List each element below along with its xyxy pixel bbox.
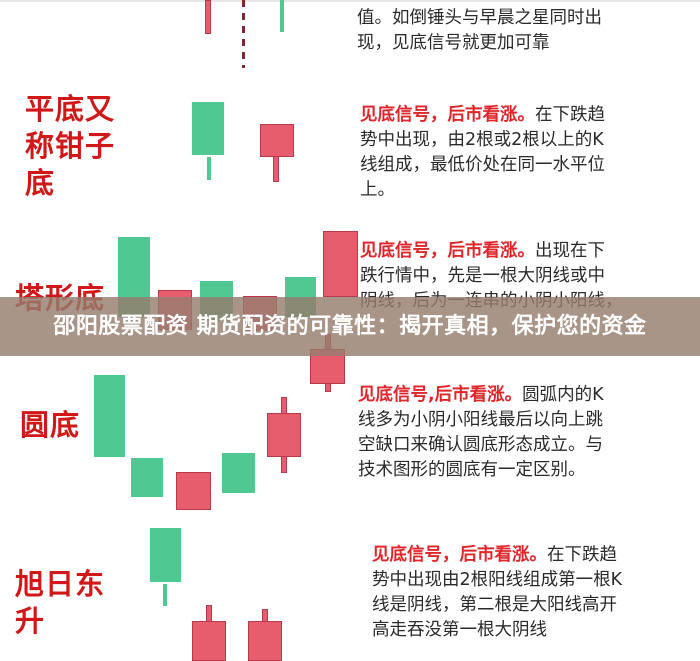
candle-green-body: [150, 528, 181, 582]
label-line: 升: [15, 604, 46, 638]
section-description: 见底信号，后市看涨。在下跌趋 势中出现，由2根或2根以上的K 线组成，最低价处在…: [360, 103, 650, 203]
candle-red-body: [260, 124, 294, 157]
candle-red-wick: [273, 156, 279, 182]
candle-red-body: [248, 621, 282, 661]
description-line: 线是阴线，第二根是大阳线高开: [372, 595, 617, 615]
pattern-label-flat-bottom: 平底又 称钳子 底: [25, 91, 115, 202]
description-line: 见底信号,后市看涨。圆弧内的K: [358, 383, 648, 408]
section-description: 见底信号，后市看涨。在下跌趋 势中出现由2根阳线组成第一根K 线是阴线，第二根是…: [372, 543, 672, 643]
label-line: 称钳子: [25, 129, 116, 163]
candle-red-wick: [205, 0, 211, 34]
description-line: 值。如倒锤头与早晨之星同时出: [357, 8, 602, 28]
candle-red-body: [176, 472, 211, 510]
description-line: 势中出现，由2根或2根以上的K: [360, 130, 604, 150]
description-line: 线多为小阴小阳线最后以向上跳: [358, 410, 603, 430]
label-line: 圆底: [20, 408, 81, 442]
signal-highlight: 见底信号，后市看涨。: [360, 105, 535, 125]
title-banner: 邵阳股票配资 期货配资的可靠性：揭开真相，保护您的资金: [0, 297, 700, 356]
dashed-divider: [242, 0, 245, 68]
candle-green-body: [192, 102, 224, 155]
description-line: 上。: [360, 180, 395, 200]
description-line: 见底信号，后市看涨。在下跌趋: [372, 543, 672, 568]
candle-green-wick: [163, 584, 167, 606]
pattern-label-rising-sun: 旭日东 升: [15, 566, 105, 640]
section-description: 值。如倒锤头与早晨之星同时出 现，见底信号就更加可靠: [357, 6, 647, 56]
description-line: 跌行情中，先是一根大阴线或中: [360, 266, 605, 286]
description-line: 高走吞没第一根大阴线: [372, 620, 547, 640]
candle-green-body: [94, 375, 125, 457]
candle-green-body: [222, 453, 255, 493]
signal-highlight: 见底信号,后市看涨。: [358, 385, 523, 405]
description-line: 技术图形的圆底有一定区别。: [358, 460, 586, 480]
description-text: 在下跌趋: [547, 545, 617, 565]
label-line: 平底又: [25, 92, 116, 126]
description-text: 在下跌趋: [535, 105, 605, 125]
candle-green-wick: [207, 157, 211, 180]
top-border: [0, 0, 700, 2]
section-description: 见底信号,后市看涨。圆弧内的K 线多为小阴小阳线最后以向上跳 空缺口来确认圆底形…: [358, 383, 648, 483]
description-text: 出现在下: [535, 241, 605, 261]
description-line: 势中出现由2根阳线组成第一根K: [372, 570, 623, 590]
signal-highlight: 见底信号，后市看涨。: [372, 545, 547, 565]
candle-red-body: [323, 231, 358, 297]
description-text: 圆弧内的K: [522, 385, 604, 405]
candle-red-body: [267, 413, 301, 457]
candle-green-body: [131, 458, 163, 497]
label-line: 底: [25, 166, 56, 200]
description-line: 见底信号，后市看涨。在下跌趋: [360, 103, 650, 128]
description-line: 线组成，最低价处在同一水平位: [360, 155, 605, 175]
description-line: 空缺口来确认圆底形态成立。与: [358, 435, 603, 455]
candle-red-body: [192, 621, 226, 661]
description-line: 现，见底信号就更加可靠: [357, 33, 550, 53]
description-line: 见底信号，后市看涨。出现在下: [360, 239, 650, 264]
signal-highlight: 见底信号，后市看涨。: [360, 241, 535, 261]
candle-green-wick: [280, 0, 284, 32]
pattern-label-round-bottom: 圆底: [20, 407, 80, 444]
label-line: 旭日东: [15, 567, 106, 601]
